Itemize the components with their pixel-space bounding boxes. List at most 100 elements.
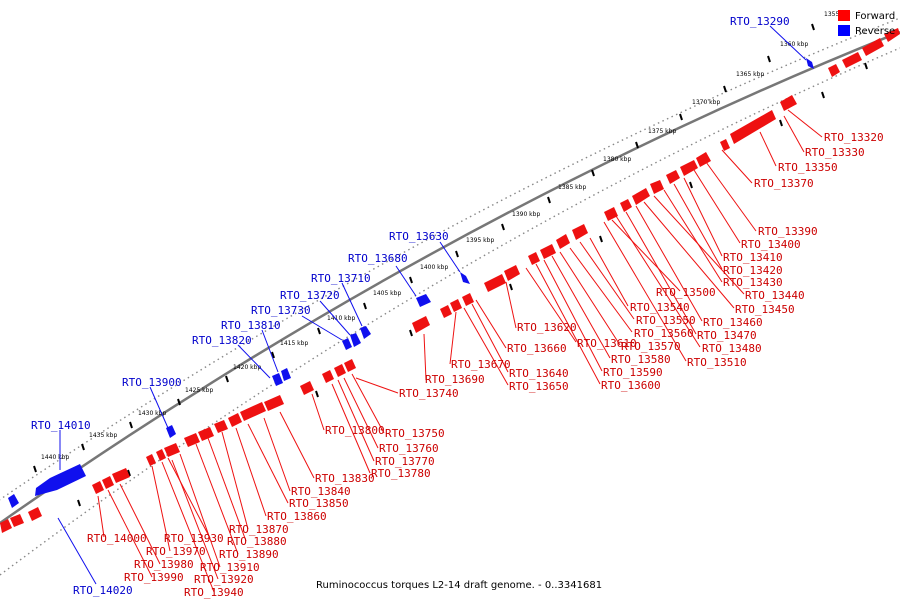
gene-label[interactable]: RTO_13620 xyxy=(517,321,577,334)
gene-label[interactable]: RTO_13730 xyxy=(251,304,311,317)
gene-arrow[interactable] xyxy=(322,370,334,383)
gene-arrow[interactable] xyxy=(828,64,840,77)
gene-label[interactable]: RTO_13430 xyxy=(723,276,783,289)
gene-label[interactable]: RTO_13840 xyxy=(291,485,351,498)
gene-label[interactable]: RTO_13560 xyxy=(634,327,694,340)
gene-arrow[interactable] xyxy=(620,199,632,212)
gene-arrow[interactable] xyxy=(730,110,776,144)
gene-label[interactable]: RTO_13780 xyxy=(371,467,431,480)
gene-arrow[interactable] xyxy=(300,381,314,395)
gene-label[interactable]: RTO_13510 xyxy=(687,356,747,369)
gene-label[interactable]: RTO_13910 xyxy=(200,561,260,574)
gene-label[interactable]: RTO_13740 xyxy=(399,387,459,400)
gene-arrow[interactable] xyxy=(484,274,506,292)
gene-label[interactable]: RTO_13570 xyxy=(621,340,681,353)
gene-arrow[interactable] xyxy=(350,333,361,347)
gene-arrow[interactable] xyxy=(112,468,130,483)
gene-label[interactable]: RTO_13940 xyxy=(184,586,244,599)
gene-arrow[interactable] xyxy=(166,425,176,438)
gene-label[interactable]: RTO_13650 xyxy=(509,380,569,393)
gene-arrow[interactable] xyxy=(604,207,618,221)
gene-label[interactable]: RTO_13760 xyxy=(379,442,439,455)
gene-label[interactable]: RTO_13880 xyxy=(227,535,287,548)
gene-arrow[interactable] xyxy=(462,293,474,306)
gene-label[interactable]: RTO_13500 xyxy=(656,286,716,299)
gene-label[interactable]: RTO_13970 xyxy=(146,545,206,558)
gene-label[interactable]: RTO_13860 xyxy=(267,510,327,523)
gene-label[interactable]: RTO_13850 xyxy=(289,497,349,510)
gene-arrow[interactable] xyxy=(214,420,228,433)
gene-label[interactable]: RTO_13890 xyxy=(219,548,279,561)
gene-label[interactable]: RTO_13920 xyxy=(194,573,254,586)
gene-arrow[interactable] xyxy=(164,443,180,457)
gene-label[interactable]: RTO_13440 xyxy=(745,289,805,302)
gene-label[interactable]: RTO_13610 xyxy=(577,337,637,350)
gene-label[interactable]: RTO_13540 xyxy=(630,301,690,314)
gene-arrow[interactable] xyxy=(10,514,24,527)
gene-arrow[interactable] xyxy=(0,519,12,533)
gene-label[interactable]: RTO_13990 xyxy=(124,571,184,584)
gene-label[interactable]: RTO_14010 xyxy=(31,419,91,432)
gene-label[interactable]: RTO_13630 xyxy=(389,230,449,243)
gene-arrow[interactable] xyxy=(360,326,371,339)
gene-label[interactable]: RTO_13320 xyxy=(824,131,884,144)
gene-label[interactable]: RTO_13870 xyxy=(229,523,289,536)
gene-label[interactable]: RTO_13690 xyxy=(425,373,485,386)
gene-arrow[interactable] xyxy=(540,244,556,259)
gene-label[interactable]: RTO_13720 xyxy=(280,289,340,302)
gene-label[interactable]: RTO_14000 xyxy=(87,532,147,545)
gene-label[interactable]: RTO_13350 xyxy=(778,161,838,174)
gene-label[interactable]: RTO_13450 xyxy=(735,303,795,316)
gene-arrow[interactable] xyxy=(450,299,462,312)
gene-arrow[interactable] xyxy=(272,373,283,386)
gene-arrow[interactable] xyxy=(528,252,540,265)
gene-label[interactable]: RTO_13580 xyxy=(611,353,671,366)
gene-label[interactable]: RTO_13330 xyxy=(805,146,865,159)
gene-arrow[interactable] xyxy=(102,476,114,489)
gene-label[interactable]: RTO_13410 xyxy=(723,251,783,264)
gene-arrow[interactable] xyxy=(632,188,650,205)
gene-arrow[interactable] xyxy=(460,272,470,284)
gene-arrow[interactable] xyxy=(35,464,86,496)
gene-arrow[interactable] xyxy=(842,52,862,68)
gene-arrow[interactable] xyxy=(28,507,42,521)
gene-label[interactable]: RTO_13290 xyxy=(730,15,790,28)
gene-arrow[interactable] xyxy=(556,234,570,249)
gene-label[interactable]: RTO_13470 xyxy=(697,329,757,342)
gene-label[interactable]: RTO_13420 xyxy=(723,264,783,277)
gene-arrow[interactable] xyxy=(281,368,291,381)
gene-arrow[interactable] xyxy=(504,265,520,281)
gene-label[interactable]: RTO_13600 xyxy=(601,379,661,392)
gene-label[interactable]: RTO_13670 xyxy=(451,358,511,371)
gene-arrow[interactable] xyxy=(240,402,266,421)
gene-label[interactable]: RTO_13460 xyxy=(703,316,763,329)
gene-arrow[interactable] xyxy=(720,139,730,151)
gene-arrow[interactable] xyxy=(666,170,680,184)
gene-label[interactable]: RTO_13980 xyxy=(134,558,194,571)
gene-label[interactable]: RTO_13810 xyxy=(221,319,281,332)
gene-arrow[interactable] xyxy=(650,180,664,194)
gene-arrow[interactable] xyxy=(862,38,884,56)
gene-arrow[interactable] xyxy=(416,294,431,307)
gene-arrow[interactable] xyxy=(342,338,352,350)
gene-arrow[interactable] xyxy=(572,224,588,240)
gene-label[interactable]: RTO_13680 xyxy=(348,252,408,265)
gene-label[interactable]: RTO_13900 xyxy=(122,376,182,389)
gene-arrow[interactable] xyxy=(696,152,711,167)
gene-arrow[interactable] xyxy=(198,427,214,441)
gene-label[interactable]: RTO_13480 xyxy=(702,342,762,355)
gene-arrow[interactable] xyxy=(806,58,814,69)
gene-label[interactable]: RTO_13830 xyxy=(315,472,375,485)
gene-arrow[interactable] xyxy=(92,481,104,494)
gene-arrow[interactable] xyxy=(264,395,284,411)
gene-label[interactable]: RTO_14020 xyxy=(73,584,133,597)
gene-label[interactable]: RTO_13710 xyxy=(311,272,371,285)
gene-label[interactable]: RTO_13930 xyxy=(164,532,224,545)
gene-arrow[interactable] xyxy=(884,28,900,42)
gene-arrow[interactable] xyxy=(184,433,200,447)
gene-arrow[interactable] xyxy=(440,305,452,318)
gene-arrow[interactable] xyxy=(146,454,156,466)
gene-label[interactable]: RTO_13390 xyxy=(758,225,818,238)
gene-label[interactable]: RTO_13820 xyxy=(192,334,252,347)
gene-arrow[interactable] xyxy=(780,95,797,111)
